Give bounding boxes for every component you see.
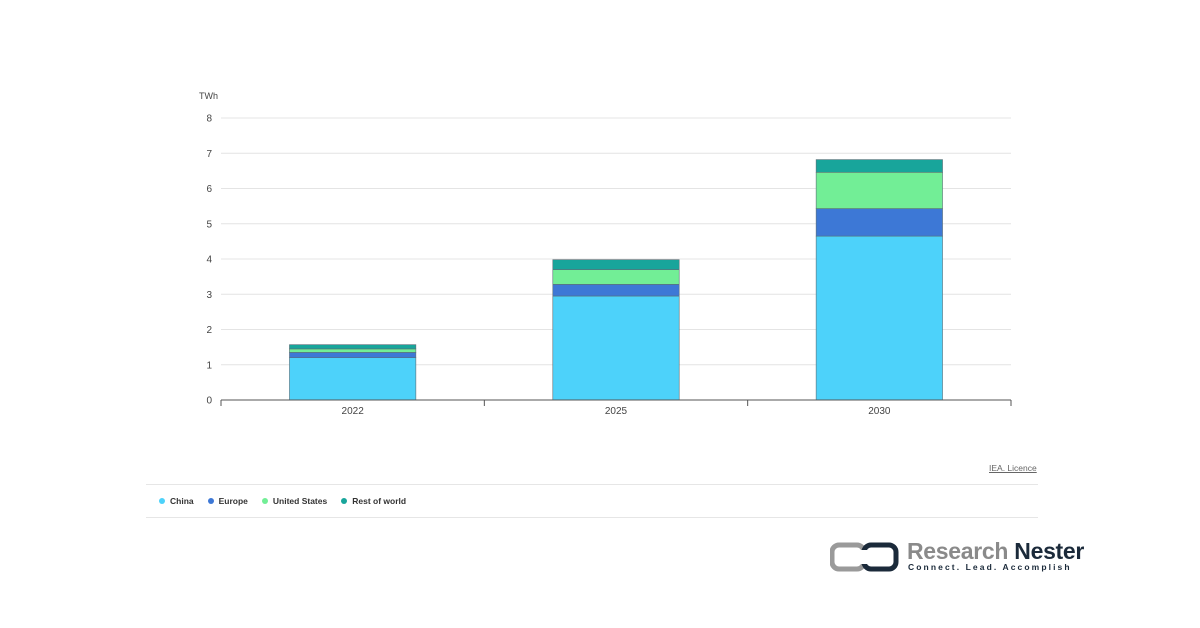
x-tick-label: 2022 <box>342 406 365 417</box>
brand-tagline: Connect. Lead. Accomplish <box>908 562 1072 572</box>
x-tick-label: 2030 <box>868 406 891 417</box>
legend-label-united-states: United States <box>272 496 328 506</box>
bar-rest-of-world-2025 <box>552 259 680 270</box>
source-licence-link[interactable]: IEA. Licence <box>989 463 1037 473</box>
bar-europe-2030 <box>815 208 943 237</box>
legend-label-europe: Europe <box>218 496 248 506</box>
y-tick-label: 1 <box>206 360 212 371</box>
legend-label-china: China <box>170 496 194 506</box>
legend: China Europe United States Rest of world <box>146 484 1038 518</box>
y-tick-label: 7 <box>206 149 212 160</box>
x-tick-label: 2025 <box>605 406 628 417</box>
legend-marker-china <box>159 498 165 504</box>
y-tick-label: 3 <box>206 290 212 301</box>
bar-europe-2025 <box>552 284 680 297</box>
bars <box>289 159 943 401</box>
legend-item-united-states[interactable]: United States <box>261 496 328 506</box>
bar-united-states-2022 <box>289 348 417 353</box>
legend-item-rest-of-world[interactable]: Rest of world <box>341 496 406 506</box>
research-nester-logo: Research Nester Connect. Lead. Accomplis… <box>830 538 1110 578</box>
legend-marker-europe <box>207 498 214 504</box>
y-tick-label: 6 <box>206 184 212 195</box>
legend-label-rest-of-world: Rest of world <box>352 496 407 506</box>
brand-name: Research Nester <box>907 538 1084 565</box>
bar-rest-of-world-2030 <box>815 159 943 173</box>
legend-item-china[interactable]: China <box>159 496 194 506</box>
bar-united-states-2025 <box>552 269 680 285</box>
bar-europe-2022 <box>289 352 417 359</box>
bar-china-2030 <box>815 235 943 401</box>
legend-marker-united-states <box>261 498 268 504</box>
bar-united-states-2030 <box>815 171 943 209</box>
y-tick-label: 5 <box>206 219 212 230</box>
y-tick-label: 4 <box>206 255 212 266</box>
brand-name-part2: Nester <box>1014 538 1085 564</box>
legend-item-europe[interactable]: Europe <box>207 496 248 506</box>
brand-logo-icon <box>830 542 899 572</box>
y-tick-label: 2 <box>206 325 212 336</box>
y-tick-label: 8 <box>206 114 212 125</box>
y-tick-label: 0 <box>206 396 212 407</box>
legend-marker-rest-of-world <box>341 498 348 504</box>
chart-canvas: TWh 0 1 2 3 4 5 6 7 8 2022 2025 2030 <box>199 91 1012 417</box>
y-axis-ticks: 0 1 2 3 4 5 6 7 8 <box>206 114 212 407</box>
bar-rest-of-world-2022 <box>289 344 417 350</box>
x-axis: 2022 2025 2030 <box>220 399 1012 417</box>
bar-china-2025 <box>552 295 680 401</box>
bar-china-2022 <box>289 357 417 401</box>
brand-name-part1: Research <box>907 538 1009 564</box>
y-axis-unit-label: TWh <box>199 91 218 101</box>
